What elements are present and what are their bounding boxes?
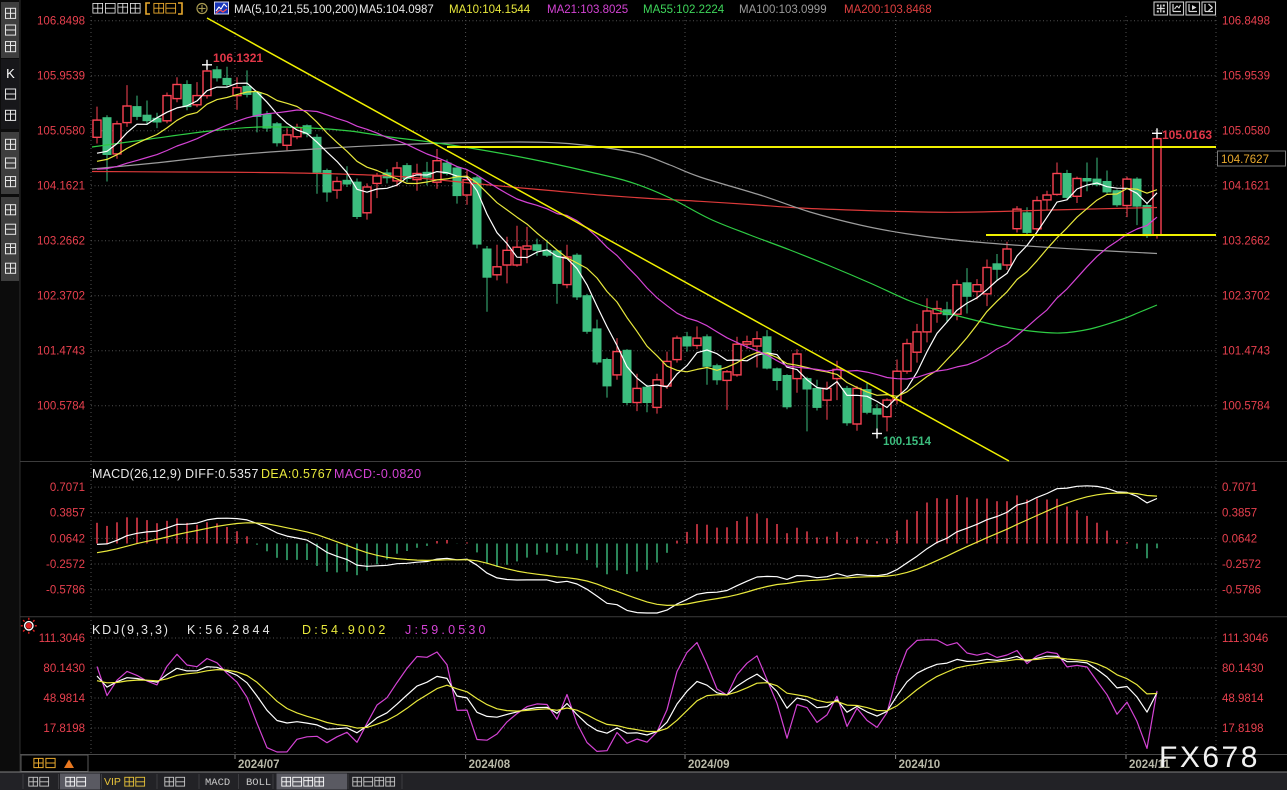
svg-text:0.3857: 0.3857 <box>1222 508 1257 520</box>
svg-text:102.3702: 102.3702 <box>37 291 85 303</box>
svg-text:MACD:-0.0820: MACD:-0.0820 <box>334 467 421 481</box>
svg-text:103.2662: 103.2662 <box>1222 236 1270 248</box>
svg-text:2024/09: 2024/09 <box>688 759 730 771</box>
svg-text:48.9814: 48.9814 <box>1222 693 1264 705</box>
svg-text:0.7071: 0.7071 <box>1222 482 1257 494</box>
svg-text:D:54.9002: D:54.9002 <box>302 623 388 637</box>
svg-text:103.2662: 103.2662 <box>37 236 85 248</box>
svg-text:MA21:103.8025: MA21:103.8025 <box>547 4 628 16</box>
svg-text:0.0642: 0.0642 <box>1222 533 1257 545</box>
svg-text:105.0580: 105.0580 <box>37 126 85 138</box>
svg-text:105.0580: 105.0580 <box>1222 126 1270 138</box>
svg-text:80.1430: 80.1430 <box>43 663 85 675</box>
svg-text:MA55:102.2224: MA55:102.2224 <box>643 4 725 16</box>
svg-text:0.7071: 0.7071 <box>50 482 85 494</box>
svg-text:0.0642: 0.0642 <box>50 533 85 545</box>
svg-text:102.3702: 102.3702 <box>1222 291 1270 303</box>
svg-text:105.9539: 105.9539 <box>1222 71 1270 83</box>
svg-text:-0.2572: -0.2572 <box>1222 559 1261 571</box>
svg-text:105.0163: 105.0163 <box>1162 128 1212 142</box>
svg-text:80.1430: 80.1430 <box>1222 663 1264 675</box>
svg-text:MA200:103.8468: MA200:103.8468 <box>844 4 932 16</box>
svg-text:106.1321: 106.1321 <box>213 51 263 65</box>
svg-text:FX678: FX678 <box>1159 741 1260 774</box>
svg-text:J:59.0530: J:59.0530 <box>405 623 489 637</box>
svg-text:MACD(26,12,9): MACD(26,12,9) <box>92 467 181 481</box>
svg-text:105.9539: 105.9539 <box>37 71 85 83</box>
svg-text:2024/11: 2024/11 <box>1129 759 1171 771</box>
svg-text:MA100:103.0999: MA100:103.0999 <box>739 4 827 16</box>
svg-text:106.8498: 106.8498 <box>37 16 85 28</box>
svg-text:KDJ(9,3,3): KDJ(9,3,3) <box>92 623 170 637</box>
svg-text:MA5:104.0987: MA5:104.0987 <box>359 4 434 16</box>
svg-text:K: K <box>6 66 15 81</box>
svg-text:DEA:0.5767: DEA:0.5767 <box>261 467 332 481</box>
svg-text:K:56.2844: K:56.2844 <box>187 623 273 637</box>
svg-text:2024/07: 2024/07 <box>238 759 280 771</box>
svg-text:104.1621: 104.1621 <box>37 181 85 193</box>
svg-text:101.4743: 101.4743 <box>1222 346 1270 358</box>
svg-text:2024/10: 2024/10 <box>899 759 941 771</box>
svg-text:-0.2572: -0.2572 <box>46 559 85 571</box>
svg-text:-0.5786: -0.5786 <box>1222 585 1261 597</box>
svg-text:111.3046: 111.3046 <box>39 633 85 645</box>
svg-text:MA10:104.1544: MA10:104.1544 <box>449 4 531 16</box>
svg-text:101.4743: 101.4743 <box>37 346 85 358</box>
svg-text:17.8198: 17.8198 <box>43 723 85 735</box>
svg-text:104.1621: 104.1621 <box>1222 181 1270 193</box>
svg-text:100.5784: 100.5784 <box>37 401 86 413</box>
svg-text:BOLL: BOLL <box>246 777 271 789</box>
svg-text:111.3046: 111.3046 <box>1222 633 1268 645</box>
svg-text:MA(5,10,21,55,100,200): MA(5,10,21,55,100,200) <box>234 4 358 16</box>
svg-text:106.8498: 106.8498 <box>1222 16 1270 28</box>
svg-text:VIP: VIP <box>104 776 121 788</box>
svg-text:48.9814: 48.9814 <box>43 693 85 705</box>
svg-text:100.1514: 100.1514 <box>883 436 932 448</box>
svg-text:104.7627: 104.7627 <box>1221 154 1269 166</box>
svg-text:0.3857: 0.3857 <box>50 508 85 520</box>
svg-text:MACD: MACD <box>205 777 230 789</box>
svg-text:DIFF:0.5357: DIFF:0.5357 <box>185 467 259 481</box>
svg-text:2024/08: 2024/08 <box>469 759 511 771</box>
svg-text:-0.5786: -0.5786 <box>46 585 85 597</box>
svg-text:17.8198: 17.8198 <box>1222 723 1264 735</box>
svg-text:100.5784: 100.5784 <box>1222 401 1271 413</box>
